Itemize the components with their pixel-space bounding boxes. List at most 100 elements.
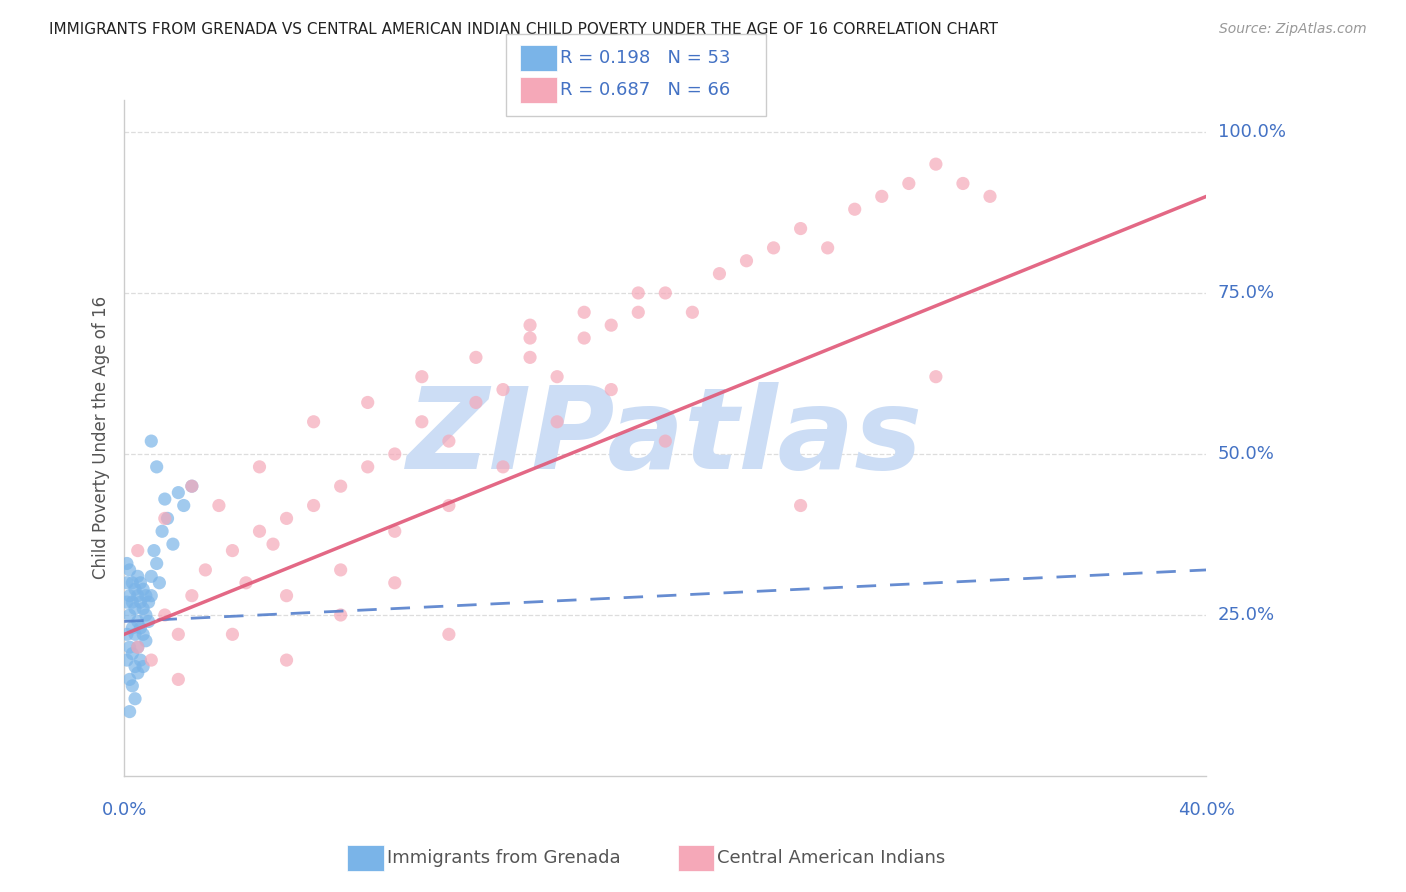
Point <box>384 447 406 461</box>
Point <box>162 537 184 551</box>
Point <box>132 627 155 641</box>
Point <box>135 607 157 622</box>
Point <box>925 157 948 171</box>
Point <box>519 318 541 333</box>
Point <box>118 607 141 622</box>
Text: R = 0.687   N = 66: R = 0.687 N = 66 <box>560 81 730 99</box>
Point <box>492 459 515 474</box>
Point <box>118 589 141 603</box>
Point <box>600 383 623 397</box>
Point <box>654 434 676 449</box>
Point <box>465 395 488 409</box>
Point <box>124 627 146 641</box>
Point <box>173 499 195 513</box>
Point <box>952 177 974 191</box>
Point <box>546 415 568 429</box>
Text: R = 0.198   N = 53: R = 0.198 N = 53 <box>560 49 730 67</box>
Point <box>329 479 352 493</box>
Point <box>627 285 650 300</box>
Point <box>437 499 460 513</box>
Text: 75.0%: 75.0% <box>1218 284 1275 302</box>
Point <box>180 479 202 493</box>
Point <box>519 351 541 365</box>
Point <box>115 595 138 609</box>
Point <box>437 434 460 449</box>
Point <box>979 189 1001 203</box>
Point <box>572 331 595 345</box>
Point <box>127 640 149 655</box>
Point <box>276 589 298 603</box>
Point <box>167 485 190 500</box>
Point <box>817 241 839 255</box>
Point <box>115 575 138 590</box>
Point <box>127 665 149 680</box>
Point <box>141 569 163 583</box>
Point <box>121 647 143 661</box>
Point <box>357 395 380 409</box>
Point <box>384 524 406 539</box>
Point <box>276 511 298 525</box>
Point <box>121 575 143 590</box>
Point <box>654 285 676 300</box>
Point <box>519 331 541 345</box>
Point <box>132 601 155 615</box>
Point <box>118 705 141 719</box>
Point <box>789 499 811 513</box>
Point <box>844 202 866 217</box>
Point <box>600 318 623 333</box>
Point <box>135 633 157 648</box>
Text: 50.0%: 50.0% <box>1218 445 1274 463</box>
Point <box>302 499 325 513</box>
Text: Immigrants from Grenada: Immigrants from Grenada <box>387 849 620 867</box>
Point <box>262 537 284 551</box>
Point <box>118 640 141 655</box>
Point <box>357 459 380 474</box>
Point <box>221 543 243 558</box>
Point <box>118 673 141 687</box>
Point <box>138 595 160 609</box>
Point <box>897 177 920 191</box>
Point <box>302 415 325 429</box>
Point <box>141 434 163 449</box>
Point <box>167 627 190 641</box>
Point <box>121 679 143 693</box>
Point <box>127 640 149 655</box>
Point <box>127 569 149 583</box>
Point <box>129 653 152 667</box>
Text: 40.0%: 40.0% <box>1178 801 1234 819</box>
Point <box>180 589 202 603</box>
Point <box>249 524 271 539</box>
Point <box>132 659 155 673</box>
Point <box>150 524 173 539</box>
Point <box>194 563 217 577</box>
Point <box>167 673 190 687</box>
Point <box>329 607 352 622</box>
Point <box>129 621 152 635</box>
Point <box>156 511 179 525</box>
Point <box>492 383 515 397</box>
Point <box>384 575 406 590</box>
Point <box>153 491 176 506</box>
Text: 0.0%: 0.0% <box>101 801 146 819</box>
Text: Source: ZipAtlas.com: Source: ZipAtlas.com <box>1219 22 1367 37</box>
Text: 25.0%: 25.0% <box>1218 606 1275 624</box>
Point <box>249 459 271 474</box>
Point <box>145 459 167 474</box>
Point <box>127 543 149 558</box>
Text: 100.0%: 100.0% <box>1218 123 1285 141</box>
Point <box>153 607 176 622</box>
Point <box>180 479 202 493</box>
Point <box>121 595 143 609</box>
Point <box>124 601 146 615</box>
Point <box>141 589 163 603</box>
Y-axis label: Child Poverty Under the Age of 16: Child Poverty Under the Age of 16 <box>93 296 110 580</box>
Point <box>153 511 176 525</box>
Point <box>141 653 163 667</box>
Point <box>437 627 460 641</box>
Point <box>276 653 298 667</box>
Point <box>121 621 143 635</box>
Point <box>709 267 731 281</box>
Point <box>208 499 231 513</box>
Point <box>221 627 243 641</box>
Point <box>115 557 138 571</box>
